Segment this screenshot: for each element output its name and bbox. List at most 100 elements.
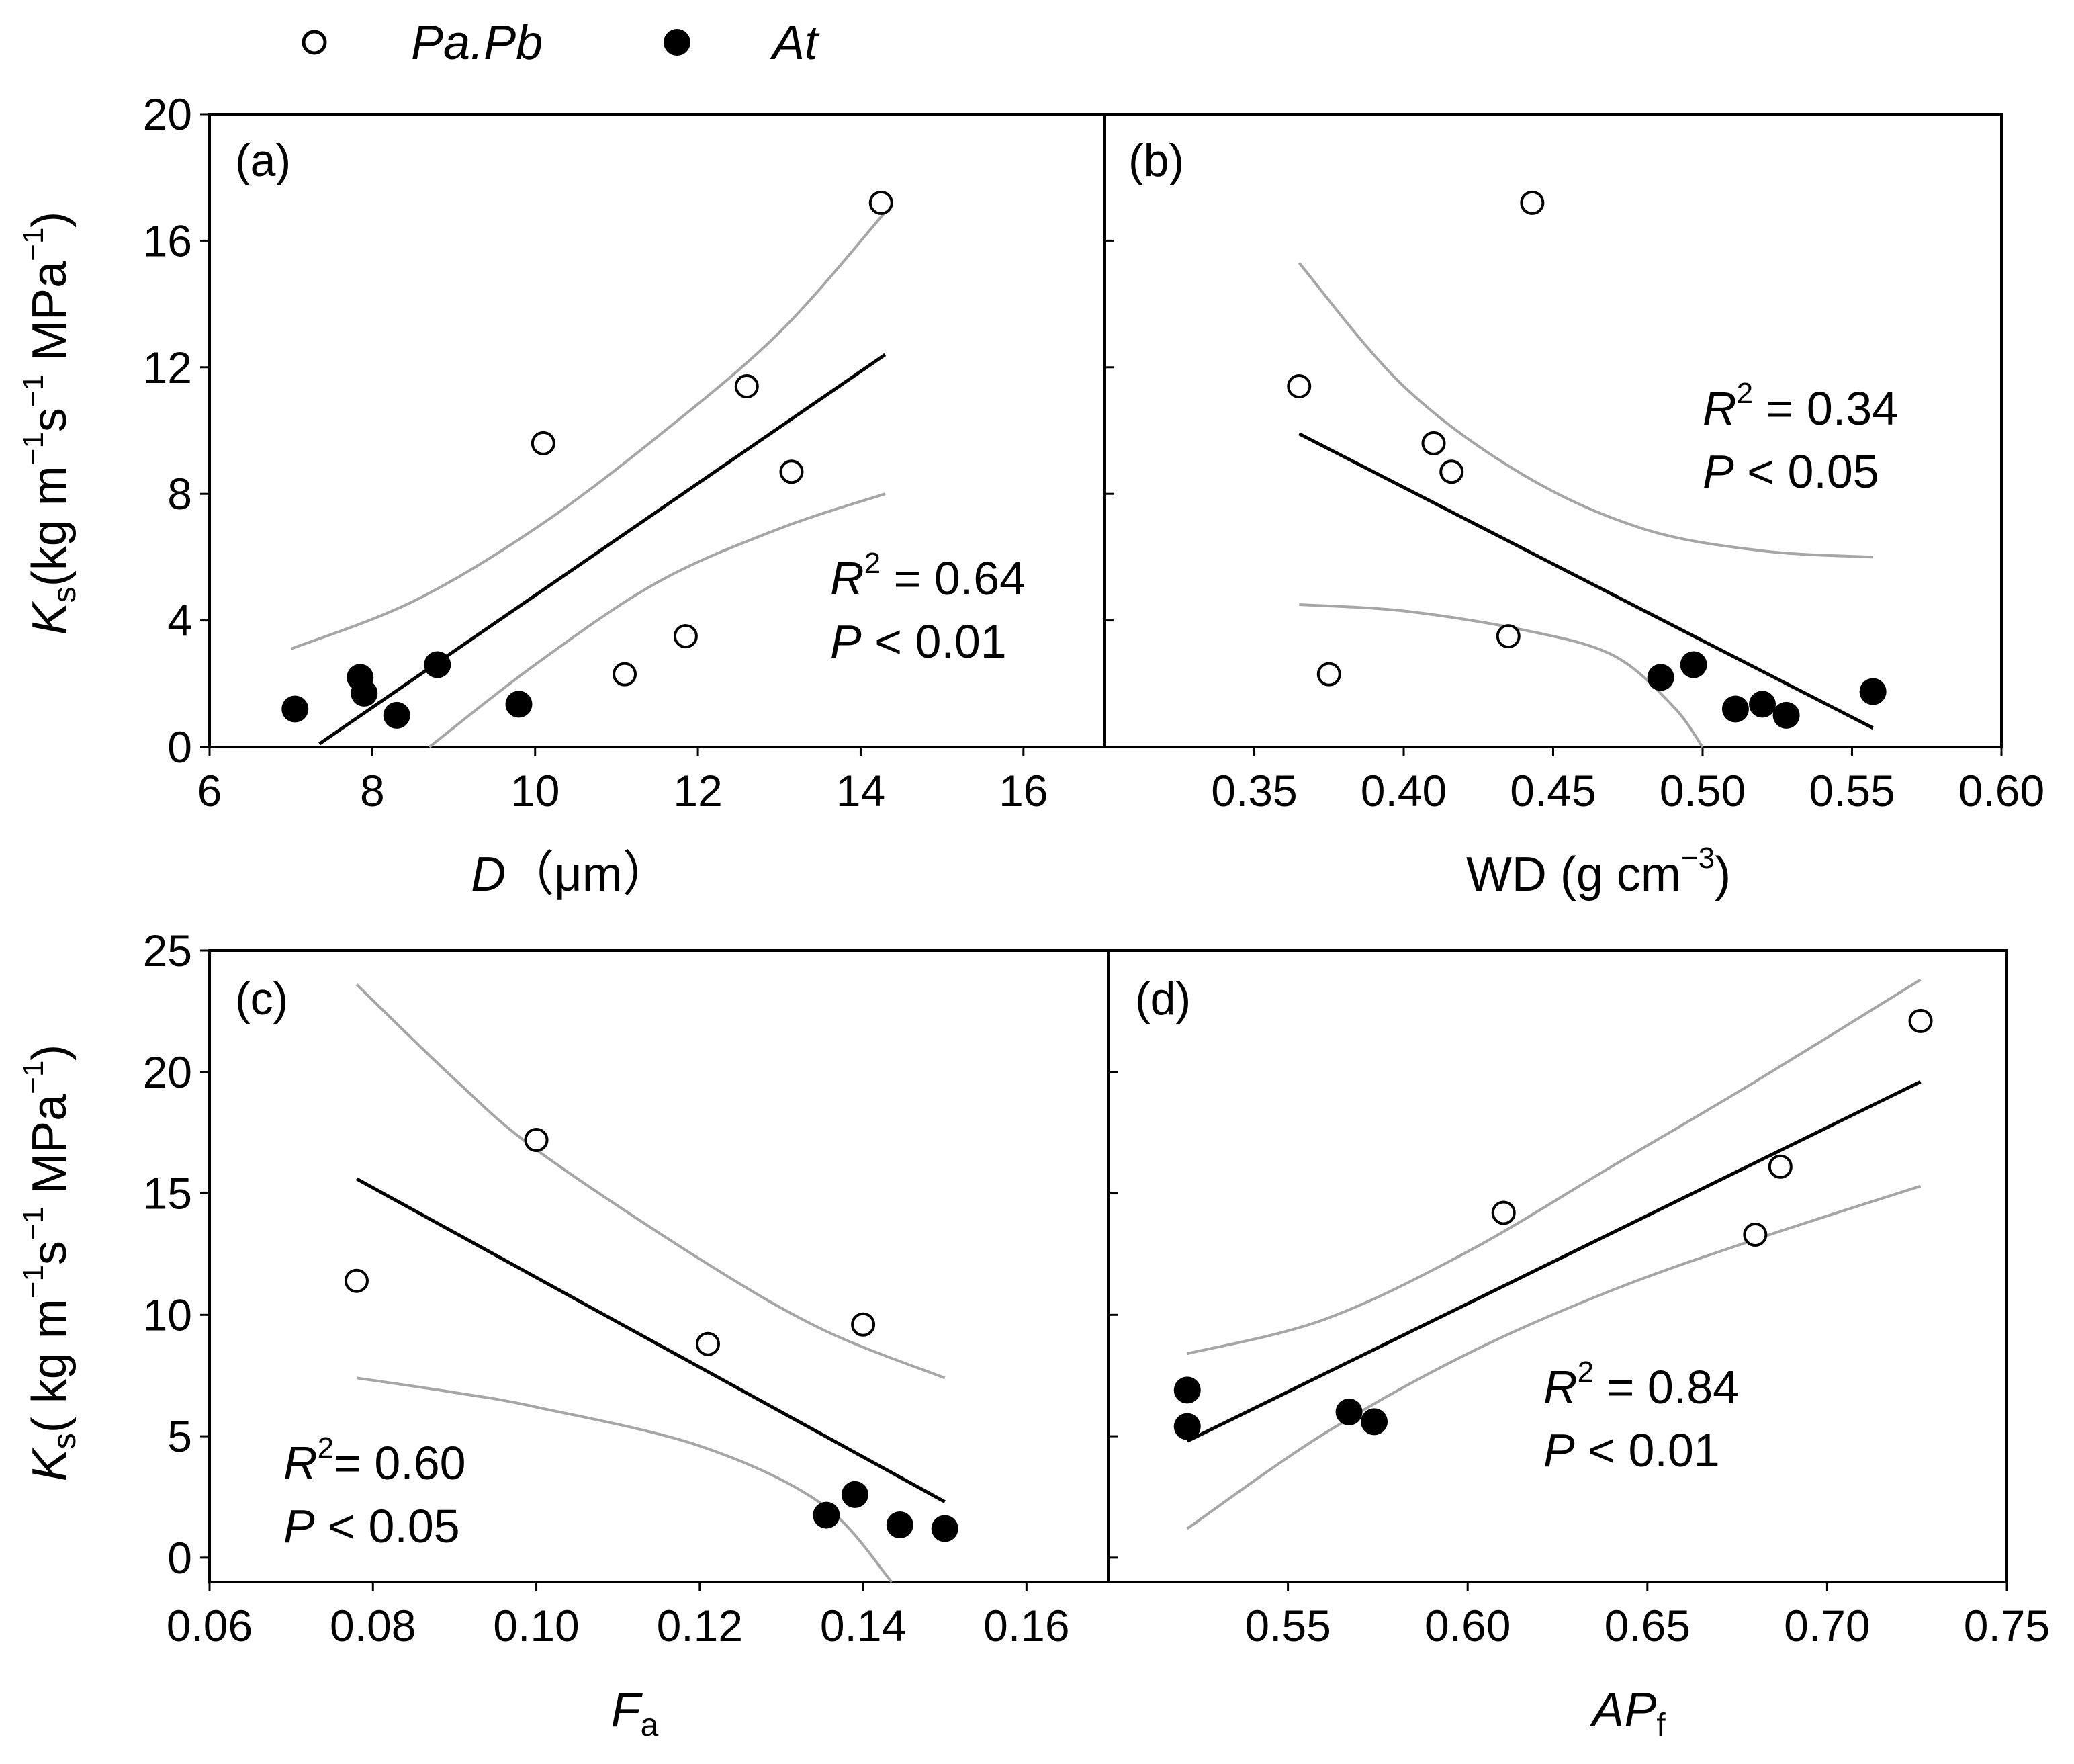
data-point-papb (1316, 662, 1341, 687)
data-point-at (1749, 691, 1776, 718)
x-tick-label: 0.70 (1784, 1601, 1870, 1650)
data-point-at (1772, 701, 1800, 729)
r-squared-text: R2 = 0.84 (1543, 1356, 1739, 1413)
panel-label: (c) (235, 973, 288, 1024)
x-tick-label: 0.35 (1211, 766, 1297, 815)
x-tick-label: 6 (197, 766, 222, 815)
panel-a: 6 8 10 12 14 16 0 4 8 12 16 20 (a) R2 = 0.64 P < 0.01 (143, 89, 1106, 815)
x-tick-label: 0.55 (1245, 1601, 1331, 1650)
y-tick-label: 10 (143, 1290, 192, 1339)
data-point-at (841, 1481, 868, 1508)
data-point-at (1859, 678, 1887, 705)
x-tick-label: 0.55 (1809, 766, 1895, 815)
data-point-at (1173, 1413, 1201, 1440)
x-axis-label-a: D（μm） (471, 848, 670, 901)
x-tick-label: 0.50 (1660, 766, 1746, 815)
regression-line (318, 353, 887, 746)
data-point-papb (1439, 459, 1464, 484)
y-tick-label: 20 (143, 89, 192, 139)
data-point-at (1335, 1398, 1363, 1425)
y-axis-label-bottom: Ks( kg m−1s−1 MPa−1) (17, 1045, 83, 1482)
plot-frame-d (1107, 949, 2008, 1583)
legend: Pa.Pb At (302, 16, 820, 70)
data-point-papb (1287, 374, 1312, 399)
r-squared-text: R2= 0.60 (283, 1431, 466, 1489)
panel-label: (a) (235, 135, 291, 186)
data-point-papb (851, 1312, 876, 1337)
data-point-papb (531, 431, 555, 455)
data-point-at (383, 701, 410, 729)
y-tick-label: 25 (143, 926, 192, 975)
x-tick-label: 0.60 (1425, 1601, 1511, 1650)
p-value-text: P < 0.01 (1543, 1424, 1720, 1476)
data-point-at (1361, 1408, 1388, 1436)
legend-label-papb: Pa.Pb (411, 16, 543, 70)
regression-line (355, 1177, 946, 1503)
x-tick-label: 0.65 (1605, 1601, 1690, 1650)
y-tick-label: 8 (167, 469, 192, 519)
data-point-at (1173, 1376, 1201, 1404)
panel-b: 0.35 0.40 0.45 0.50 0.55 0.60 (b) R2 = 0.34 P < … (1103, 113, 2044, 815)
regression-line (1298, 432, 1874, 730)
panel-d: 0.55 0.60 0.65 0.70 0.75 (d) R2 = 0.84 P < 0.01 (1107, 949, 2050, 1650)
x-tick-label: 0.14 (820, 1601, 906, 1650)
x-axis-label-d: APf (1589, 1683, 1666, 1743)
legend-open-marker (302, 30, 327, 55)
data-point-at (1721, 695, 1749, 723)
data-point-papb (1421, 431, 1446, 455)
data-point-papb (1520, 190, 1545, 215)
data-point-papb (695, 1331, 720, 1356)
p-value-text: P < 0.05 (1703, 445, 1879, 498)
legend-filled-marker (664, 29, 690, 56)
x-tick-label: 0.16 (983, 1601, 1069, 1650)
data-point-at (505, 691, 533, 718)
data-point-at (931, 1515, 958, 1542)
data-point-at (886, 1511, 913, 1539)
x-tick-label: 12 (673, 766, 722, 815)
panel-label: (d) (1135, 973, 1191, 1024)
r-squared-text: R2 = 0.64 (830, 547, 1026, 605)
panel-label: (b) (1128, 135, 1184, 186)
ci-lower-curve (1299, 603, 1704, 748)
data-point-at (424, 651, 451, 678)
data-point-at (281, 695, 309, 723)
y-tick-label: 15 (143, 1169, 192, 1219)
data-point-papb (673, 624, 698, 649)
data-point-at (1680, 651, 1707, 678)
x-axis-label-b: WD (g cm−3) (1466, 842, 1731, 901)
y-tick-label: 12 (143, 343, 192, 392)
data-point-papb (1768, 1154, 1793, 1179)
p-value-text: P < 0.01 (830, 615, 1007, 668)
ci-upper-curve (1298, 262, 1873, 559)
regression-line (1186, 1079, 1922, 1443)
x-tick-label: 0.75 (1964, 1601, 2050, 1650)
panel-c: 0.06 0.08 0.10 0.12 0.14 0.16 0 5 10 15 20 25 (c) R2=… (143, 926, 1110, 1650)
x-tick-label: 16 (999, 766, 1048, 815)
data-point-papb (779, 459, 804, 484)
x-tick-label: 10 (510, 766, 559, 815)
y-axis-label-top: Ks(kg m−1s−1 MPa−1) (17, 212, 83, 635)
data-point-papb (734, 374, 759, 399)
r-squared-text: R2 = 0.34 (1703, 377, 1898, 435)
y-tick-label: 5 (167, 1411, 192, 1461)
data-point-at (813, 1501, 840, 1529)
y-tick-label: 0 (167, 1533, 192, 1583)
x-tick-label: 14 (836, 766, 885, 815)
x-tick-label: 0.06 (167, 1601, 253, 1650)
y-tick-label: 0 (167, 722, 192, 772)
x-tick-label: 0.12 (657, 1601, 743, 1650)
x-tick-label: 0.10 (493, 1601, 579, 1650)
y-tick-label: 20 (143, 1047, 192, 1097)
ci-lower-curve (428, 492, 886, 748)
x-tick-label: 0.40 (1361, 766, 1447, 815)
ci-lower-curve (1186, 1184, 1922, 1530)
x-tick-label: 0.60 (1958, 766, 2044, 815)
x-axis-label-c: Fa (611, 1683, 659, 1743)
y-tick-label: 4 (167, 596, 192, 646)
data-point-papb (1491, 1200, 1516, 1225)
data-point-papb (1743, 1223, 1768, 1247)
y-tick-label: 16 (143, 216, 192, 265)
x-tick-label: 0.08 (330, 1601, 416, 1650)
data-point-at (351, 679, 378, 707)
